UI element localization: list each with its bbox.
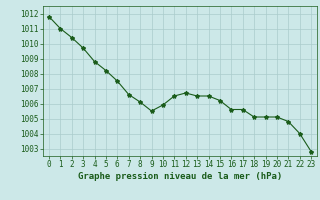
X-axis label: Graphe pression niveau de la mer (hPa): Graphe pression niveau de la mer (hPa) [78,172,282,181]
